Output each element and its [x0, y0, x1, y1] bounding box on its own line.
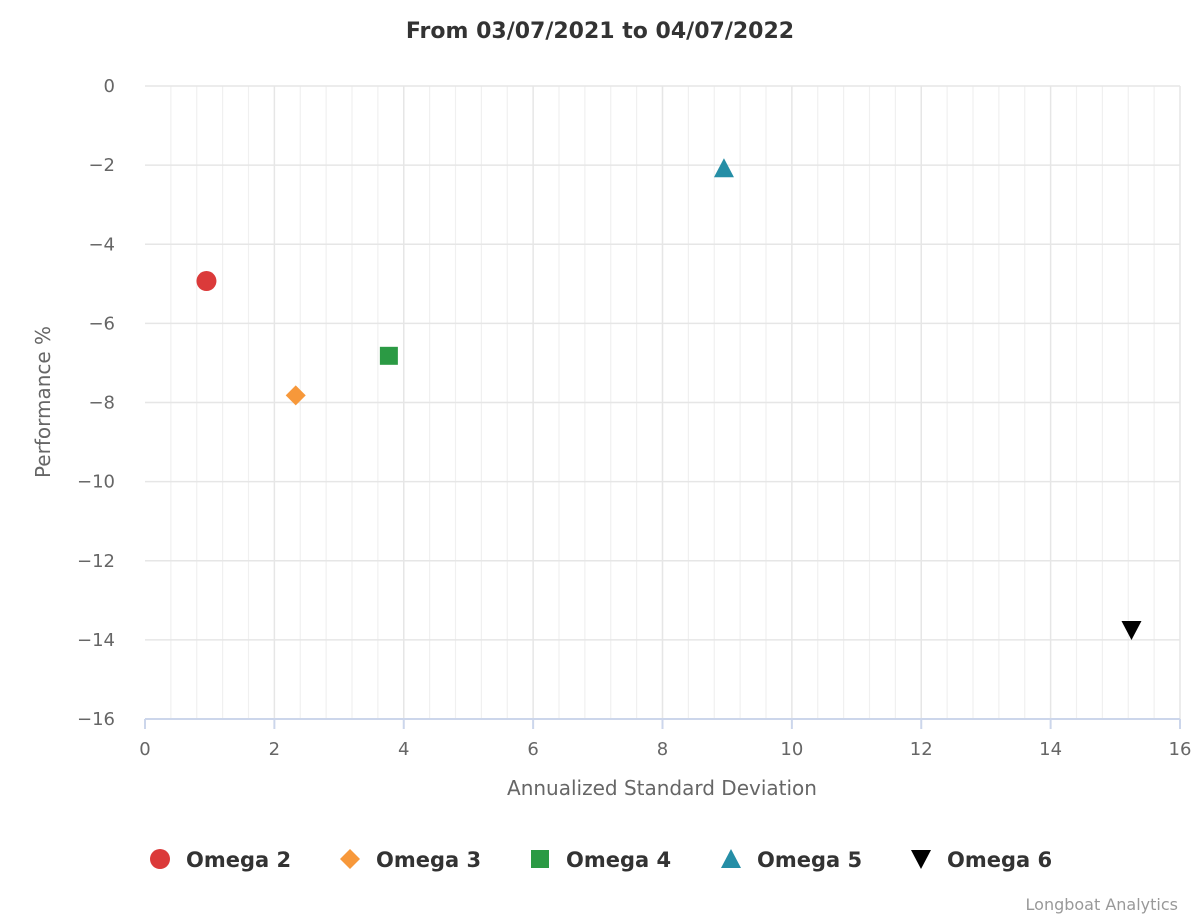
y-tick-label: −4: [88, 234, 115, 255]
x-tick-label: 0: [139, 739, 150, 760]
y-tick-label: −14: [77, 630, 115, 651]
legend-item[interactable]: Omega 3: [340, 848, 481, 872]
x-tick-label: 16: [1169, 739, 1192, 760]
legend-symbol[interactable]: [340, 849, 360, 869]
legend-label: Omega 6: [947, 848, 1052, 872]
y-tick-label: −2: [88, 155, 115, 176]
y-tick-label: −12: [77, 551, 115, 572]
y-tick-label: −10: [77, 472, 115, 493]
x-tick-label: 8: [657, 739, 668, 760]
legend-symbol[interactable]: [721, 849, 741, 868]
y-tick-label: 0: [104, 76, 115, 97]
legend-item[interactable]: Omega 4: [531, 848, 671, 872]
x-tick-label: 14: [1039, 739, 1062, 760]
data-point[interactable]: [1121, 620, 1142, 640]
data-point[interactable]: [713, 158, 734, 178]
legend-label: Omega 5: [757, 848, 862, 872]
legend-label: Omega 3: [376, 848, 481, 872]
data-point[interactable]: [379, 346, 398, 365]
y-tick-label: −8: [88, 393, 115, 414]
data-point[interactable]: [196, 271, 217, 292]
legend-label: Omega 4: [566, 848, 671, 872]
credits-text[interactable]: Longboat Analytics: [1026, 895, 1178, 914]
y-axis-ticks: 0 −2 −4 −6 −8 −10 −12 −14 −16: [77, 76, 115, 730]
legend-symbol[interactable]: [150, 849, 170, 869]
y-axis-title: Performance %: [31, 326, 55, 478]
legend-label: Omega 2: [186, 848, 291, 872]
y-tick-label: −16: [77, 709, 115, 730]
legend: Omega 2 Omega 3 Omega 4 Omega 5 Omega 6: [150, 848, 1052, 872]
x-tick-label: 6: [527, 739, 538, 760]
x-tick-label: 2: [269, 739, 280, 760]
x-tick-label: 12: [910, 739, 933, 760]
legend-symbol[interactable]: [911, 850, 931, 869]
major-gridlines: [145, 85, 1181, 720]
y-tick-label: −6: [88, 313, 115, 334]
x-tick-label: 4: [398, 739, 409, 760]
x-tick-label: 10: [780, 739, 803, 760]
chart-title: From 03/07/2021 to 04/07/2022: [406, 19, 794, 44]
data-points: [196, 158, 1142, 640]
data-point[interactable]: [285, 385, 306, 406]
legend-item[interactable]: Omega 5: [721, 848, 862, 872]
x-axis-title: Annualized Standard Deviation: [507, 776, 817, 800]
legend-item[interactable]: Omega 2: [150, 848, 291, 872]
x-axis-ticks: 0 2 4 6 8 10 12 14 16: [139, 719, 1191, 760]
legend-item[interactable]: Omega 6: [911, 848, 1052, 872]
legend-symbol[interactable]: [531, 850, 549, 868]
